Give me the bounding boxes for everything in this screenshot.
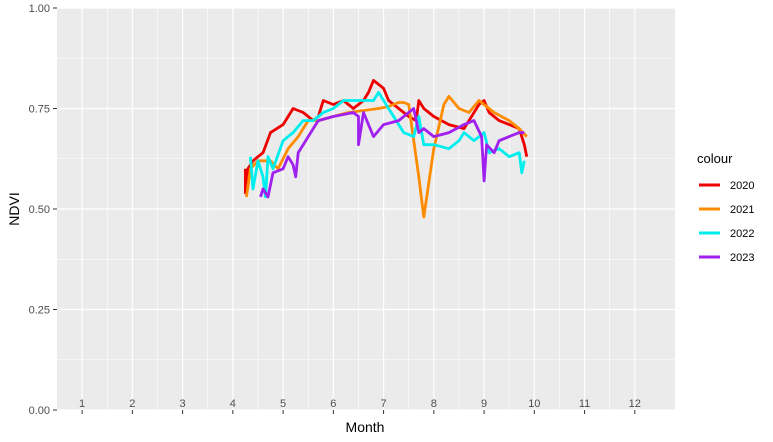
legend-label-2022: 2022: [730, 228, 754, 240]
x-tick-label: 5: [280, 398, 286, 410]
x-tick-label: 9: [481, 398, 487, 410]
legend: colour 2020 2021 2022 2023: [697, 151, 754, 264]
x-tick-label: 10: [528, 398, 540, 410]
y-tick-label: 0.50: [29, 204, 50, 216]
x-tick-label: 2: [129, 398, 135, 410]
grid-major: [57, 7, 675, 411]
y-tick-label: 1.00: [29, 3, 50, 15]
series-line-2023: [259, 107, 525, 199]
legend-label-2020: 2020: [730, 180, 754, 192]
x-tick-label: 8: [431, 398, 437, 410]
legend-label-2023: 2023: [730, 252, 754, 264]
x-tick-label: 11: [579, 398, 590, 410]
x-tick-label: 6: [330, 398, 336, 410]
y-axis-title: NDVI: [6, 192, 22, 225]
series-layer: [243, 79, 529, 219]
y-tick-label: 0.75: [29, 104, 50, 116]
y-tick-label: 0.25: [29, 305, 50, 317]
legend-title: colour: [697, 151, 733, 166]
x-tick-label: 3: [180, 398, 186, 410]
x-tick-label: 1: [79, 398, 85, 410]
legend-items: 2020 2021 2022 2023: [699, 180, 754, 264]
series-line-2022: [249, 91, 526, 199]
x-tick-labels: 1 2 3 4 5 6 7 8 9 10 11 12: [79, 398, 641, 410]
axis-ticks: [53, 7, 636, 414]
x-axis-title: Month: [346, 419, 385, 435]
y-tick-labels: 0.00 0.25 0.50 0.75 1.00: [29, 3, 50, 417]
y-tick-label: 0.00: [29, 405, 50, 417]
series-line-2021: [245, 95, 528, 219]
x-tick-label: 4: [230, 398, 236, 410]
x-tick-label: 12: [629, 398, 641, 410]
legend-label-2021: 2021: [730, 204, 754, 216]
x-tick-label: 7: [381, 398, 387, 410]
